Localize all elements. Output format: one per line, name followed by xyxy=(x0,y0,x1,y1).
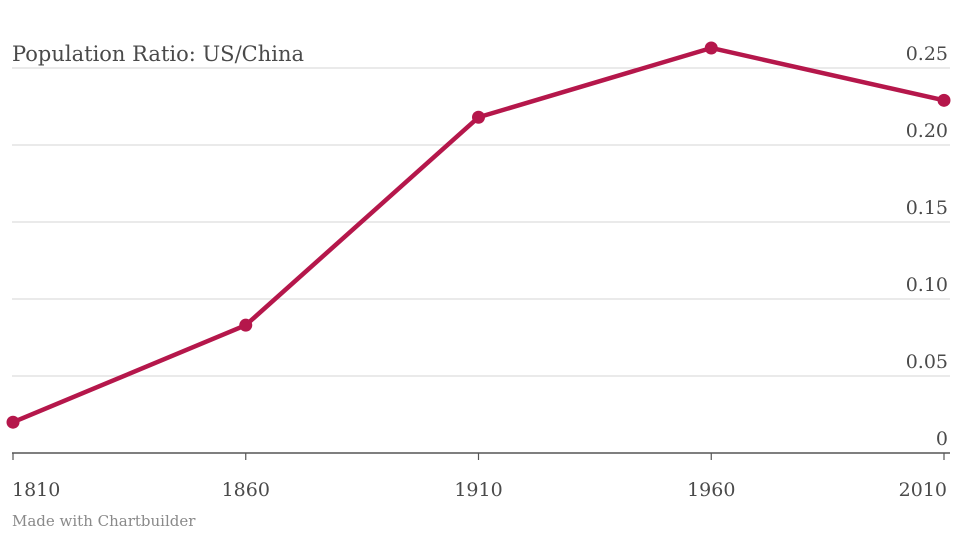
y-tick-label: 0.10 xyxy=(906,274,948,296)
x-tick-label: 1810 xyxy=(12,479,60,501)
series-line xyxy=(10,45,947,425)
y-tick-label: 0.15 xyxy=(906,197,948,219)
y-tick-label: 0.20 xyxy=(906,120,948,142)
y-tick-label: 0.05 xyxy=(906,351,948,373)
x-tick-label: 1860 xyxy=(222,479,270,501)
data-point xyxy=(239,318,253,332)
y-tick-label: 0 xyxy=(936,428,948,450)
data-point xyxy=(704,41,718,55)
data-point xyxy=(472,110,485,124)
data-point xyxy=(937,93,951,107)
y-tick-label: 0.25 xyxy=(906,43,948,65)
gridlines xyxy=(12,67,950,377)
y-axis: 0 0.05 0.10 0.15 0.20 0.25 xyxy=(906,43,948,450)
x-tick-label: 2010 xyxy=(899,479,947,501)
series-layer xyxy=(6,41,951,429)
x-tick-label: 1960 xyxy=(687,479,735,501)
chart-credit: Made with Chartbuilder xyxy=(12,512,196,530)
x-tick-label: 1910 xyxy=(454,479,502,501)
data-point xyxy=(6,415,20,429)
x-axis: 1810 1860 1910 1960 2010 xyxy=(12,452,950,501)
chart-title: Population Ratio: US/China xyxy=(12,42,304,66)
